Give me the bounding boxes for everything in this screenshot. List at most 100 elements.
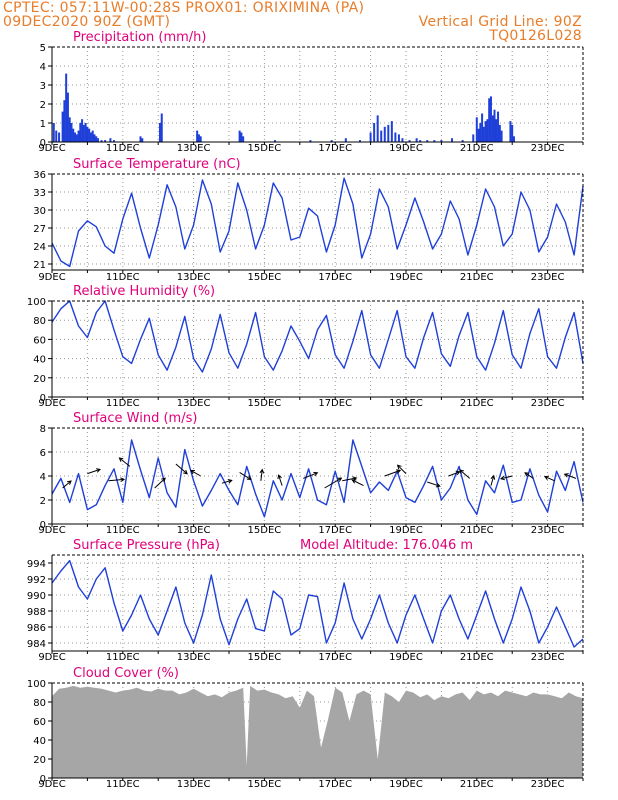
wind-vector-head: [95, 468, 101, 473]
wind-vector-head: [499, 475, 505, 481]
precip-bar: [330, 140, 333, 142]
precip-bar: [81, 119, 84, 142]
wind-vector-arrow: [62, 480, 72, 489]
run-datetime: 09DEC2020 90Z (GMT): [3, 14, 171, 30]
x-tick-label: 11DEC: [106, 143, 140, 154]
precip-bar: [500, 130, 503, 142]
wind-vector-arrow: [239, 471, 252, 480]
x-tick-label: 21DEC: [460, 398, 494, 409]
wind-title: Surface Wind (m/s): [73, 411, 197, 426]
precip-title: Precipitation (mm/h): [73, 30, 206, 45]
x-tick-label: 13DEC: [177, 272, 211, 283]
y-tick-label: 60: [33, 717, 46, 728]
y-tick-label: 60: [33, 335, 46, 346]
wind-vector-head: [351, 479, 357, 484]
precip-bar: [160, 113, 163, 142]
x-tick-label: 23DEC: [531, 652, 565, 663]
x-tick-label: 9DEC: [38, 525, 65, 536]
y-tick-label: 3: [40, 81, 46, 92]
model-altitude: Model Altitude: 176.046 m: [300, 538, 473, 553]
x-tick-label: 15DEC: [248, 652, 282, 663]
precip-bar: [158, 123, 161, 142]
precip-bar: [112, 140, 115, 142]
precip-bar: [472, 134, 475, 142]
y-tick-label: 0: [40, 774, 46, 785]
precip-bar: [242, 136, 245, 142]
precip-bar: [104, 140, 107, 142]
wind-vector-head: [183, 469, 188, 475]
precip-bar: [66, 92, 69, 142]
x-tick-label: 9DEC: [38, 398, 65, 409]
wind-vector-arrow: [303, 472, 318, 479]
x-tick-label: 19DEC: [389, 525, 423, 536]
x-tick-label: 15DEC: [248, 525, 282, 536]
x-tick-label: 13DEC: [177, 652, 211, 663]
precip-bar: [141, 138, 144, 142]
precip-bar: [512, 136, 515, 142]
wind-vector-arrow: [190, 469, 201, 477]
wind-vector-head: [337, 477, 343, 482]
precip-bar: [109, 138, 112, 142]
precip-bar: [482, 126, 485, 142]
rh-series-line: [51, 300, 584, 373]
x-tick-label: 19DEC: [389, 652, 423, 663]
precip-bar: [82, 124, 85, 142]
wind-vector-arrow: [448, 471, 460, 477]
cloud-title: Cloud Cover (%): [73, 666, 179, 681]
x-tick-label: 9DEC: [38, 652, 65, 663]
wind-vector-head: [227, 479, 233, 484]
wind-vector-head: [259, 468, 265, 474]
x-tick-label: 19DEC: [389, 143, 423, 154]
wind-series-line: [51, 439, 584, 518]
wind-vector-arrow: [384, 469, 401, 477]
precip-bar: [240, 132, 243, 142]
precip-bar: [390, 121, 393, 142]
precip-bar: [63, 100, 66, 142]
precip-bar: [100, 140, 103, 142]
precip-bar: [89, 132, 92, 142]
y-tick-label: 100: [27, 679, 46, 690]
precip-bar: [58, 132, 61, 142]
wind-vector-head: [246, 475, 252, 480]
precip-bar: [451, 138, 454, 142]
x-tick-label: 21DEC: [460, 143, 494, 154]
y-tick-label: 2: [40, 496, 46, 507]
precip-bar: [88, 128, 91, 142]
y-tick-label: 4: [40, 472, 46, 483]
wind-vector-arrow: [544, 476, 555, 482]
precip-bar: [495, 119, 498, 142]
wind-vector-head: [459, 469, 464, 474]
wind-vector-head: [490, 474, 496, 480]
wind-vector-head: [396, 469, 402, 474]
wind-vector-arrow: [352, 479, 364, 487]
wind-panel: 0 2 4 6 8 9DEC 11DEC 13DEC 15DEC 17DEC 19DEC 21DEC 2…: [38, 411, 584, 536]
precip-bar: [387, 124, 390, 142]
wind-vector-arrow: [278, 474, 283, 486]
y-tick-label: 20: [33, 374, 46, 385]
y-tick-label: 24: [33, 242, 46, 253]
pres-title: Surface Pressure (hPa): [73, 538, 220, 553]
y-tick-label: 20: [33, 755, 46, 766]
precip-bar: [419, 140, 422, 142]
x-tick-label: 11DEC: [106, 272, 140, 283]
y-tick-label: 21: [33, 260, 46, 271]
y-tick-label: 1: [40, 119, 46, 130]
y-tick-label: 2: [40, 100, 46, 111]
y-tick-label: 992: [27, 575, 46, 586]
x-tick-label: 17DEC: [318, 272, 352, 283]
precip-bar: [139, 136, 142, 142]
wind-vector-head: [120, 477, 126, 483]
x-tick-label: 17DEC: [318, 398, 352, 409]
x-tick-label: 9DEC: [38, 143, 65, 154]
precip-bar: [84, 123, 87, 142]
x-tick-label: 9DEC: [38, 272, 65, 283]
x-tick-label: 19DEC: [389, 398, 423, 409]
precip-panel: 0 1 2 3 4 5 9DEC 11DEC 13DEC 15DEC 17DEC 19DEC 21DEC…: [38, 30, 584, 154]
wind-vector-head: [118, 457, 124, 462]
precip-bar: [415, 138, 418, 142]
wind-vector-arrow: [87, 468, 101, 475]
y-tick-label: 5: [40, 43, 46, 54]
wind-vector-head: [189, 469, 195, 475]
x-tick-label: 17DEC: [318, 525, 352, 536]
y-tick-label: 40: [33, 355, 46, 366]
